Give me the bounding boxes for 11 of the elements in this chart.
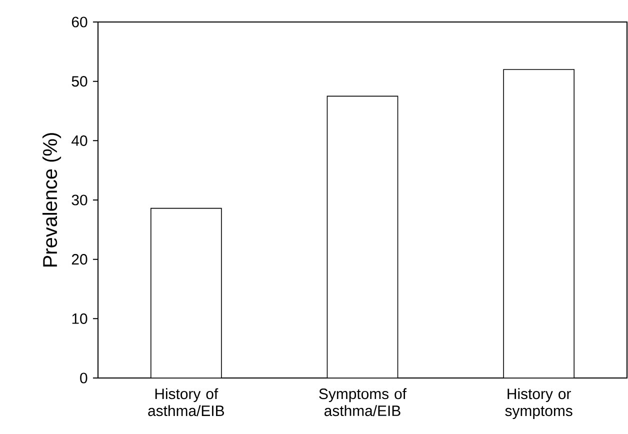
y-tick-label: 30 [72, 194, 88, 206]
y-tick-label: 50 [72, 76, 88, 87]
x-tick-label: Symptoms of asthma/EIB [319, 388, 407, 416]
y-axis-title: Prevalence (%) [42, 133, 62, 266]
y-tick-label: 20 [72, 254, 88, 265]
y-tick-label: 10 [72, 313, 88, 324]
x-tick-label: History or symptoms [505, 388, 572, 420]
y-tick-label: 60 [72, 16, 88, 28]
y-tick-label: 40 [72, 135, 88, 146]
x-tick-label: History of asthma/EIB [148, 388, 224, 416]
y-tick-label: 0 [80, 372, 88, 384]
